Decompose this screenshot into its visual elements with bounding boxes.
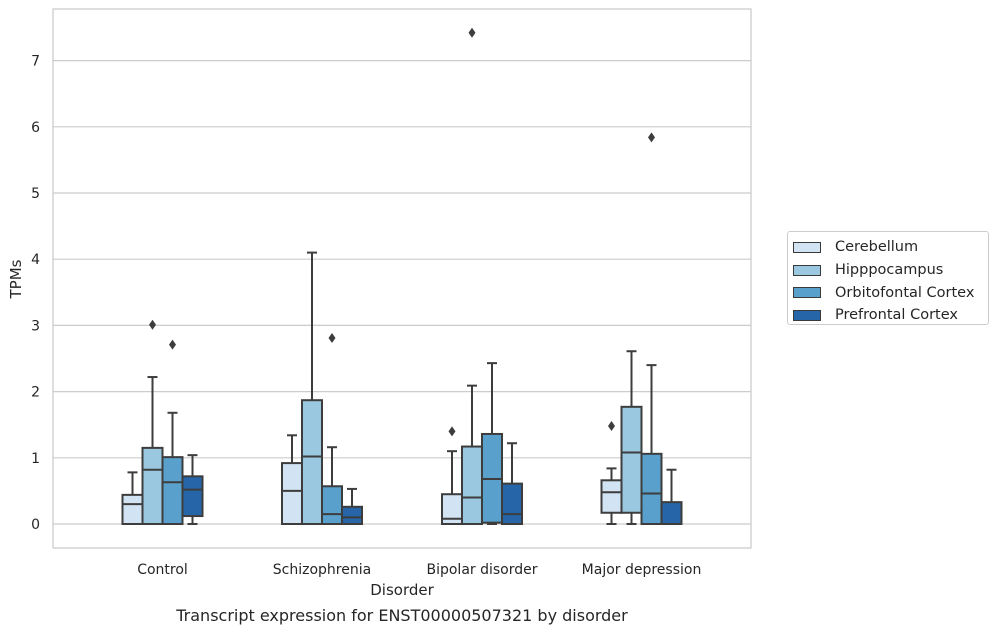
x-tick-label: Schizophrenia [273, 562, 371, 578]
legend: Cerebellum Hipppocampus Orbitofontal Corte… [787, 231, 989, 325]
y-tick-label: 0 [31, 517, 40, 533]
x-tick-label: Major depression [582, 562, 702, 578]
outlier-point [169, 339, 176, 350]
y-axis-ticks: 0 1 2 3 4 5 6 7 [31, 54, 40, 533]
outlier-point [608, 421, 615, 432]
outlier-point [328, 332, 336, 343]
outlier-point [149, 319, 156, 330]
legend-swatch [793, 241, 821, 253]
box-iqr [620, 405, 643, 514]
x-axis-ticks: Control Schizophrenia Bipolar disorder Majo… [137, 562, 701, 578]
y-tick-label: 5 [31, 186, 40, 202]
outlier-point [448, 426, 456, 437]
y-tick-label: 1 [31, 451, 40, 467]
legend-label: Hipppocampus [835, 262, 944, 279]
x-tick-label: Bipolar disorder [426, 562, 537, 578]
box-cerebellum-1 [281, 434, 303, 526]
legend-swatch [793, 309, 821, 321]
box-iqr [141, 446, 164, 525]
box-iqr [640, 452, 663, 525]
box-hipppocampus-0 [141, 319, 164, 525]
box-iqr [461, 445, 483, 525]
chart-caption: Transcript expression for ENST0000050732… [176, 606, 628, 625]
box-iqr [341, 505, 363, 525]
y-tick-label: 7 [31, 54, 40, 70]
y-tick-label: 2 [31, 385, 40, 401]
box-orbitofontal-cortex-2 [481, 362, 503, 525]
box-cerebellum-2 [441, 426, 463, 525]
legend-label: Prefrontal Cortex [835, 307, 958, 324]
box-iqr [161, 456, 184, 525]
outlier-point [468, 27, 476, 38]
legend-label: Cerebellum [835, 239, 919, 256]
legend-item: Orbitofontal Cortex [793, 281, 988, 304]
box-iqr [501, 482, 523, 526]
box-hipppocampus-2 [461, 27, 483, 525]
plot-frame [52, 8, 752, 549]
box-orbitofontal-cortex-3 [640, 132, 663, 525]
x-axis-label: Disorder [370, 581, 434, 599]
box-cerebellum-0 [121, 471, 144, 526]
legend-swatch [793, 264, 821, 276]
box-iqr [600, 479, 623, 514]
box-orbitofontal-cortex-0 [161, 339, 184, 525]
plot-area [121, 27, 683, 526]
box-hipppocampus-1 [301, 251, 323, 525]
y-tick-label: 6 [31, 120, 40, 136]
box-iqr [281, 462, 303, 526]
y-tick-label: 3 [31, 318, 40, 334]
legend-label: Orbitofontal Cortex [835, 284, 975, 301]
box-prefrontal-cortex-2 [501, 442, 523, 526]
legend-swatch [793, 287, 821, 299]
box-iqr [181, 475, 204, 518]
legend-item: Prefrontal Cortex [793, 304, 988, 327]
box-iqr [301, 399, 323, 525]
x-tick-label: Control [137, 562, 188, 578]
box-prefrontal-cortex-1 [341, 487, 363, 525]
legend-item: Cerebellum [793, 236, 988, 259]
box-cerebellum-3 [600, 421, 623, 525]
box-iqr [121, 493, 144, 526]
box-prefrontal-cortex-0 [181, 454, 204, 525]
y-axis-label: TPMs [7, 259, 25, 299]
outlier-point [648, 132, 655, 143]
box-prefrontal-cortex-3 [660, 468, 683, 525]
box-iqr [660, 501, 683, 525]
y-tick-label: 4 [31, 252, 40, 268]
box-hipppocampus-3 [620, 350, 643, 525]
box-orbitofontal-cortex-1 [321, 332, 343, 525]
legend-item: Hipppocampus [793, 259, 988, 282]
box-iqr [321, 485, 343, 525]
